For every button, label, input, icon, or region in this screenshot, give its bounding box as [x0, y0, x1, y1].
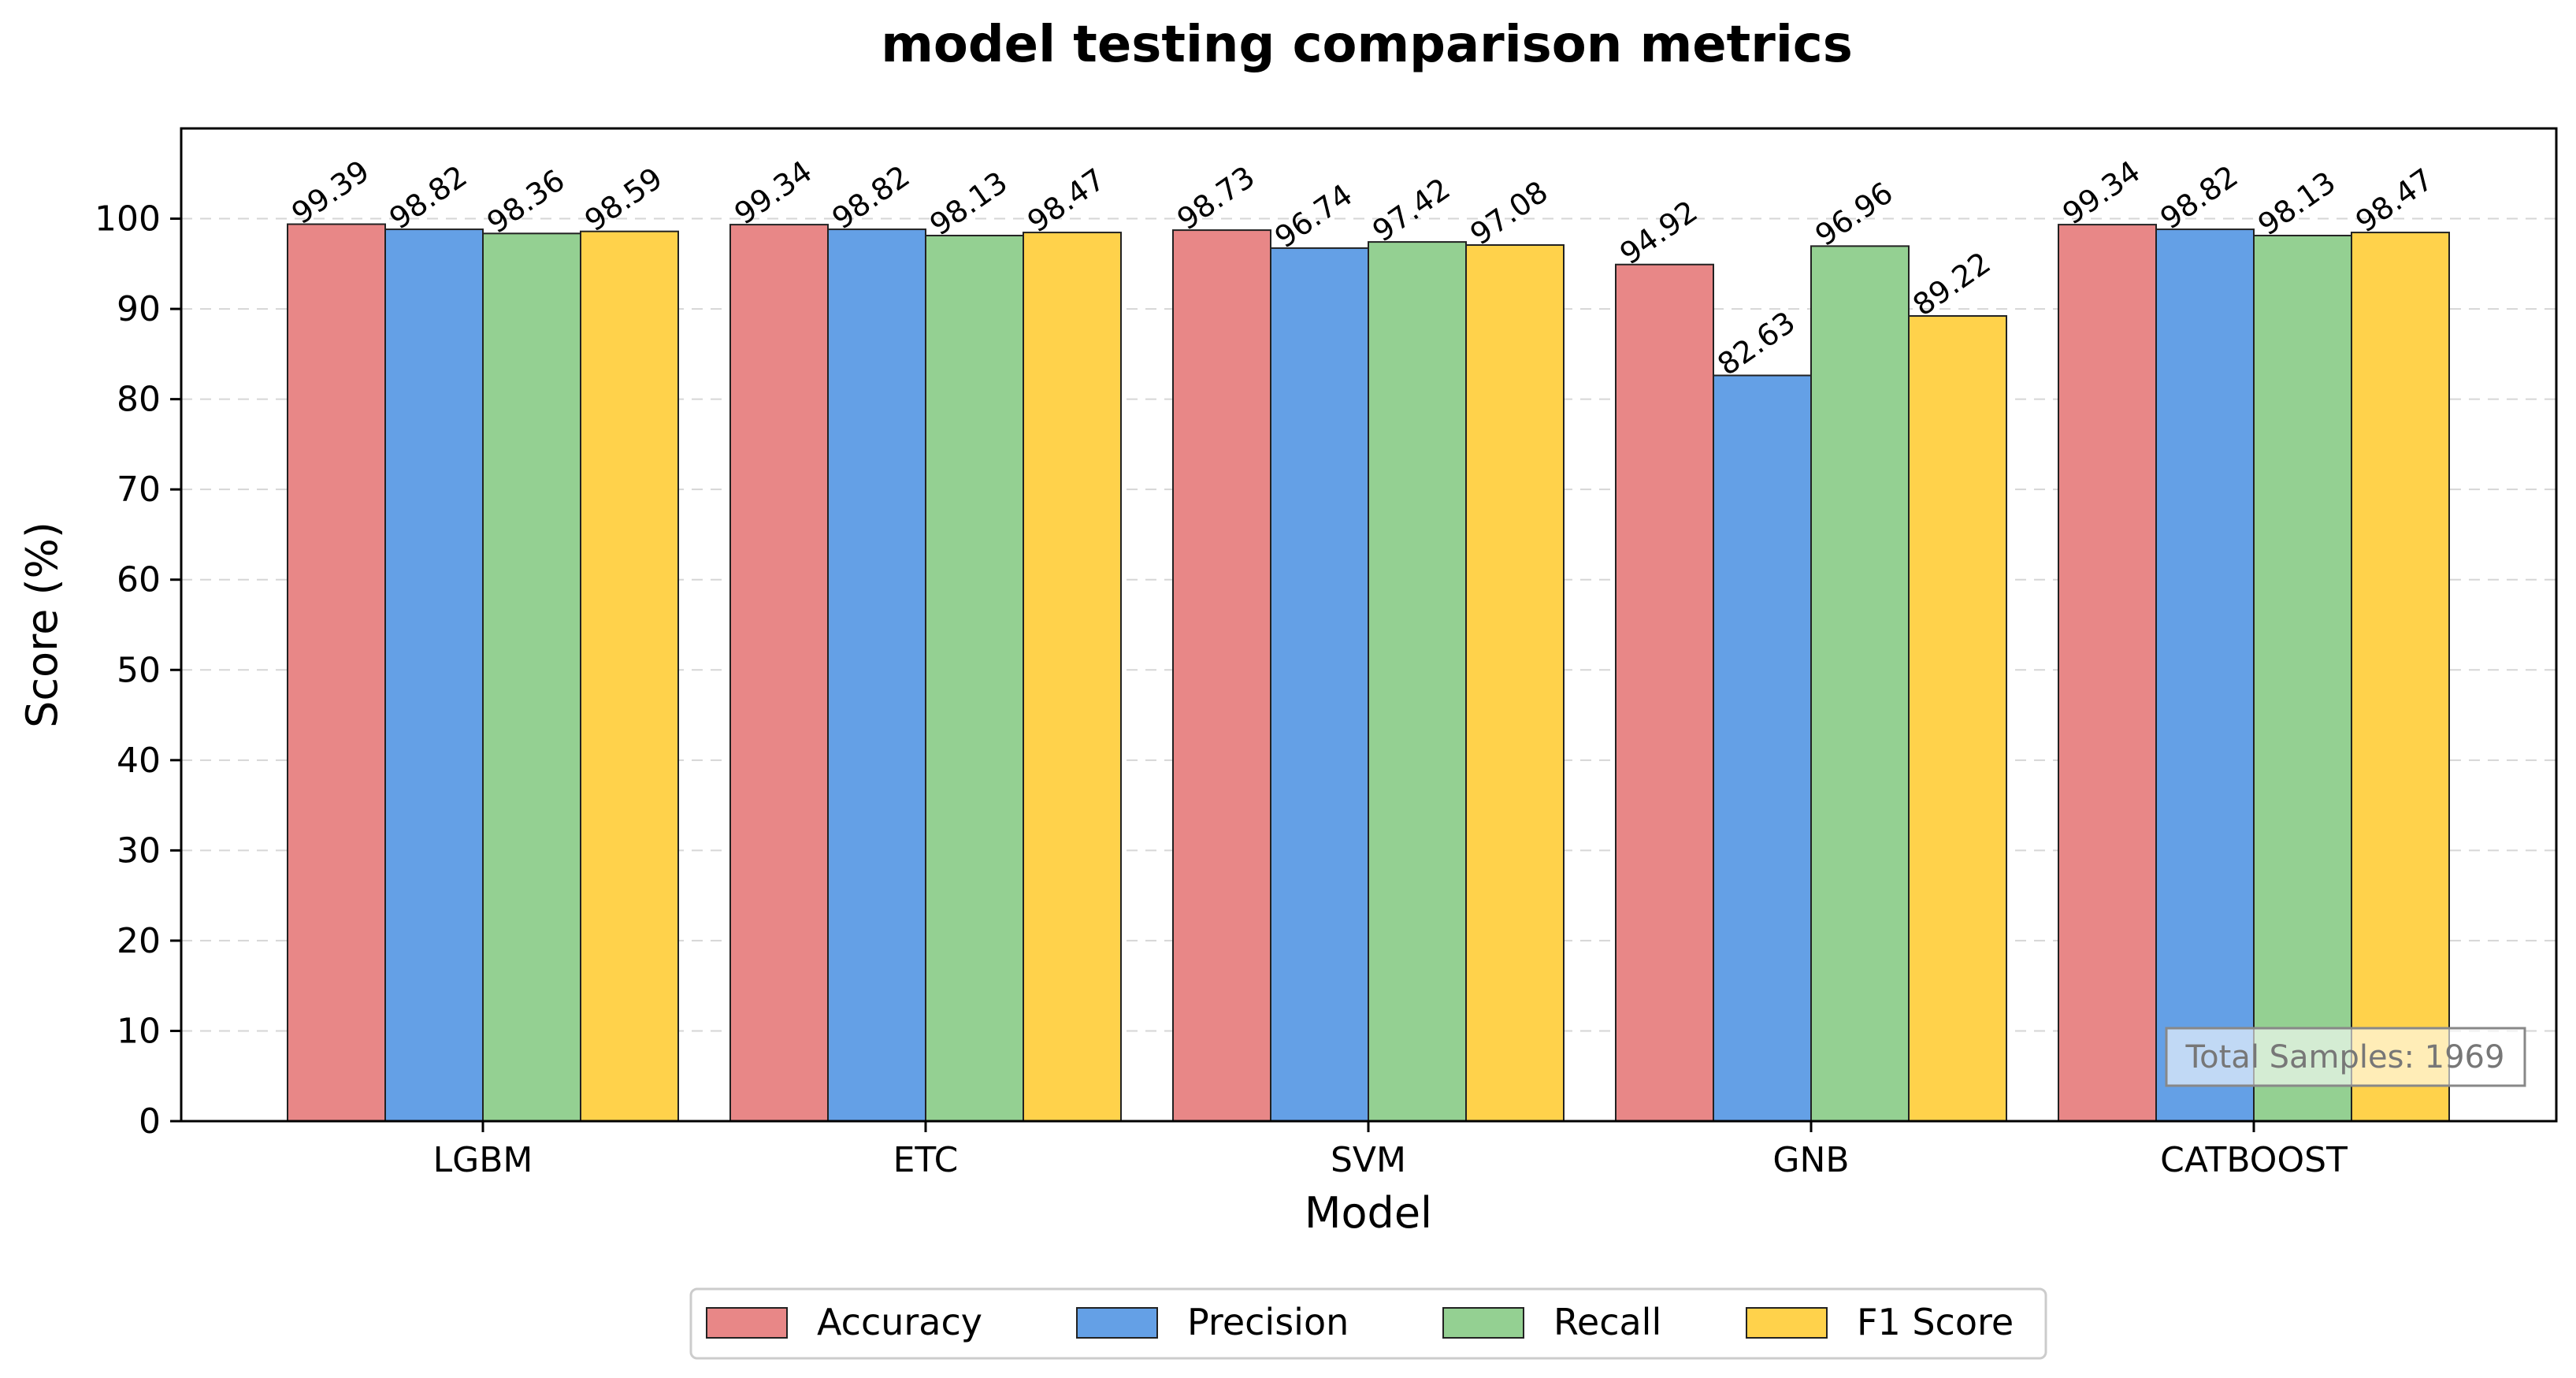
bar-svm-precision — [1270, 247, 1369, 1122]
bars — [287, 223, 2450, 1123]
y-tick-label: 40 — [117, 741, 161, 781]
y-tick-label: 100 — [95, 199, 161, 240]
bar-etc-f1-score — [1023, 232, 1122, 1122]
data-label-gnb-accuracy: 94.92 — [1613, 194, 1703, 271]
data-label-catboost-recall: 98.13 — [2251, 165, 2341, 242]
legend-swatch-f1-score — [1746, 1307, 1828, 1339]
bar-gnb-f1-score — [1908, 315, 2007, 1122]
x-axis-ticks: LGBM ETC SVM GNB CATBOOST — [433, 1121, 2348, 1180]
bar-svm-recall — [1368, 241, 1467, 1123]
y-tick-label: 30 — [117, 830, 161, 871]
data-label-svm-recall: 97.42 — [1366, 171, 1456, 248]
total-samples-annotation: Total Samples: 1969 — [2165, 1027, 2526, 1087]
bar-lgbm-precision — [384, 228, 484, 1123]
y-tick-label: 80 — [117, 380, 161, 420]
legend: Accuracy Precision Recall F1 Score — [689, 1287, 2047, 1360]
bar-catboost-accuracy — [2058, 224, 2157, 1122]
bar-svm-f1-score — [1465, 243, 1565, 1123]
legend-swatch-recall — [1442, 1307, 1524, 1339]
legend-swatch-precision — [1076, 1307, 1158, 1339]
data-label-catboost-f1-score: 98.47 — [2349, 162, 2439, 239]
x-axis-label: Model — [1305, 1188, 1432, 1238]
y-tick-label: 90 — [117, 289, 161, 329]
bar-catboost-recall — [2253, 234, 2352, 1122]
x-tick-label-catboost: CATBOOST — [2160, 1140, 2348, 1180]
y-axis-label: Score (%) — [17, 522, 67, 728]
bar-catboost-f1-score — [2351, 232, 2450, 1122]
data-label-lgbm-recall: 98.36 — [481, 162, 570, 240]
bar-lgbm-f1-score — [580, 230, 679, 1122]
bar-etc-precision — [827, 228, 926, 1123]
data-label-gnb-precision: 82.63 — [1711, 305, 1801, 382]
data-label-lgbm-f1-score: 98.59 — [578, 161, 668, 238]
data-label-gnb-recall: 96.96 — [1809, 175, 1899, 252]
bar-etc-recall — [925, 234, 1024, 1122]
data-label-etc-precision: 98.82 — [826, 158, 915, 236]
data-label-catboost-precision: 98.82 — [2154, 158, 2244, 236]
y-tick-label: 60 — [117, 560, 161, 600]
bar-catboost-precision — [2155, 228, 2255, 1123]
y-tick-label: 20 — [117, 921, 161, 961]
data-label-svm-accuracy: 98.73 — [1171, 159, 1260, 236]
data-label-lgbm-precision: 98.82 — [383, 158, 473, 236]
data-label-etc-accuracy: 99.34 — [728, 154, 818, 231]
legend-label-f1-score: F1 Score — [1857, 1301, 2014, 1343]
x-tick-label-etc: ETC — [893, 1140, 959, 1180]
x-tick-label-gnb: GNB — [1772, 1140, 1849, 1180]
legend-label-precision: Precision — [1187, 1301, 1349, 1343]
y-tick-label: 0 — [139, 1101, 161, 1142]
data-label-catboost-accuracy: 99.34 — [2056, 154, 2146, 231]
y-tick-label: 50 — [117, 650, 161, 690]
data-label-svm-precision: 96.74 — [1268, 177, 1358, 254]
legend-label-accuracy: Accuracy — [817, 1301, 982, 1343]
chart-title: model testing comparison metrics — [881, 16, 1853, 74]
bar-etc-accuracy — [729, 224, 829, 1122]
bar-gnb-recall — [1810, 245, 1910, 1122]
y-tick-label: 70 — [117, 470, 161, 510]
bar-gnb-precision — [1713, 374, 1812, 1122]
data-label-svm-f1-score: 97.08 — [1464, 174, 1553, 251]
y-tick-label: 10 — [117, 1011, 161, 1051]
legend-label-recall: Recall — [1553, 1301, 1661, 1343]
data-label-etc-f1-score: 98.47 — [1021, 162, 1111, 239]
x-tick-label-lgbm: LGBM — [433, 1140, 533, 1180]
bar-lgbm-recall — [482, 232, 581, 1122]
bar-gnb-accuracy — [1615, 263, 1714, 1123]
total-samples-text: Total Samples: 1969 — [2185, 1039, 2505, 1075]
bar-lgbm-accuracy — [287, 223, 386, 1122]
data-label-etc-recall: 98.13 — [923, 165, 1013, 242]
x-tick-label-svm: SVM — [1331, 1140, 1406, 1180]
legend-swatch-accuracy — [706, 1307, 788, 1339]
y-axis-ticks: 0 10 20 30 40 50 60 70 80 90 100 — [95, 199, 181, 1142]
bar-svm-accuracy — [1172, 229, 1271, 1122]
data-label-gnb-f1-score: 89.22 — [1906, 245, 1996, 322]
